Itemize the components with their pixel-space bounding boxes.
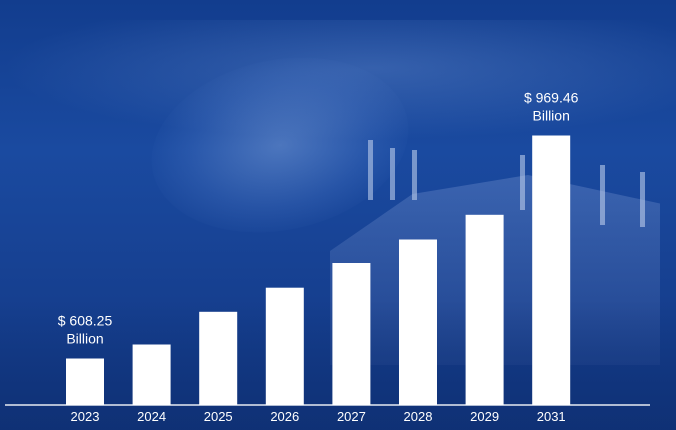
bar-2025 bbox=[199, 311, 238, 405]
x-tick-label-2025: 2025 bbox=[204, 409, 233, 424]
bar-2024 bbox=[132, 344, 171, 405]
bar-2029 bbox=[465, 214, 504, 405]
background-smokestack bbox=[640, 172, 645, 227]
bar-2023 bbox=[66, 358, 104, 405]
background-smokestack bbox=[600, 165, 605, 225]
bar-2028 bbox=[399, 239, 437, 405]
value-label-2023: $ 608.25 bbox=[58, 313, 113, 329]
x-tick-label-2031: 2031 bbox=[537, 409, 566, 424]
background-smokestack bbox=[412, 150, 417, 200]
background-smokestack bbox=[368, 140, 373, 200]
x-axis-tick-labels: 2023 2024 2025 2026 2027 2028 2029 2031 bbox=[71, 409, 566, 424]
value-label-2031: $ 969.46 bbox=[524, 90, 579, 106]
unit-label-2031: Billion bbox=[533, 108, 570, 124]
x-tick-label-2026: 2026 bbox=[270, 409, 299, 424]
bar-2031 bbox=[532, 135, 571, 405]
unit-label-2023: Billion bbox=[66, 331, 103, 347]
bars-group bbox=[66, 135, 571, 405]
x-tick-label-2027: 2027 bbox=[337, 409, 366, 424]
background-smokestack bbox=[520, 155, 525, 210]
x-tick-label-2024: 2024 bbox=[137, 409, 166, 424]
background-smokestack bbox=[390, 148, 395, 200]
bar-2027 bbox=[332, 263, 371, 405]
bar-2026 bbox=[265, 287, 304, 405]
x-tick-label-2023: 2023 bbox=[71, 409, 100, 424]
background-haze bbox=[0, 20, 676, 140]
x-tick-label-2029: 2029 bbox=[470, 409, 499, 424]
x-tick-label-2028: 2028 bbox=[404, 409, 433, 424]
value-annotations: $ 608.25 Billion $ 969.46 Billion bbox=[58, 90, 579, 347]
